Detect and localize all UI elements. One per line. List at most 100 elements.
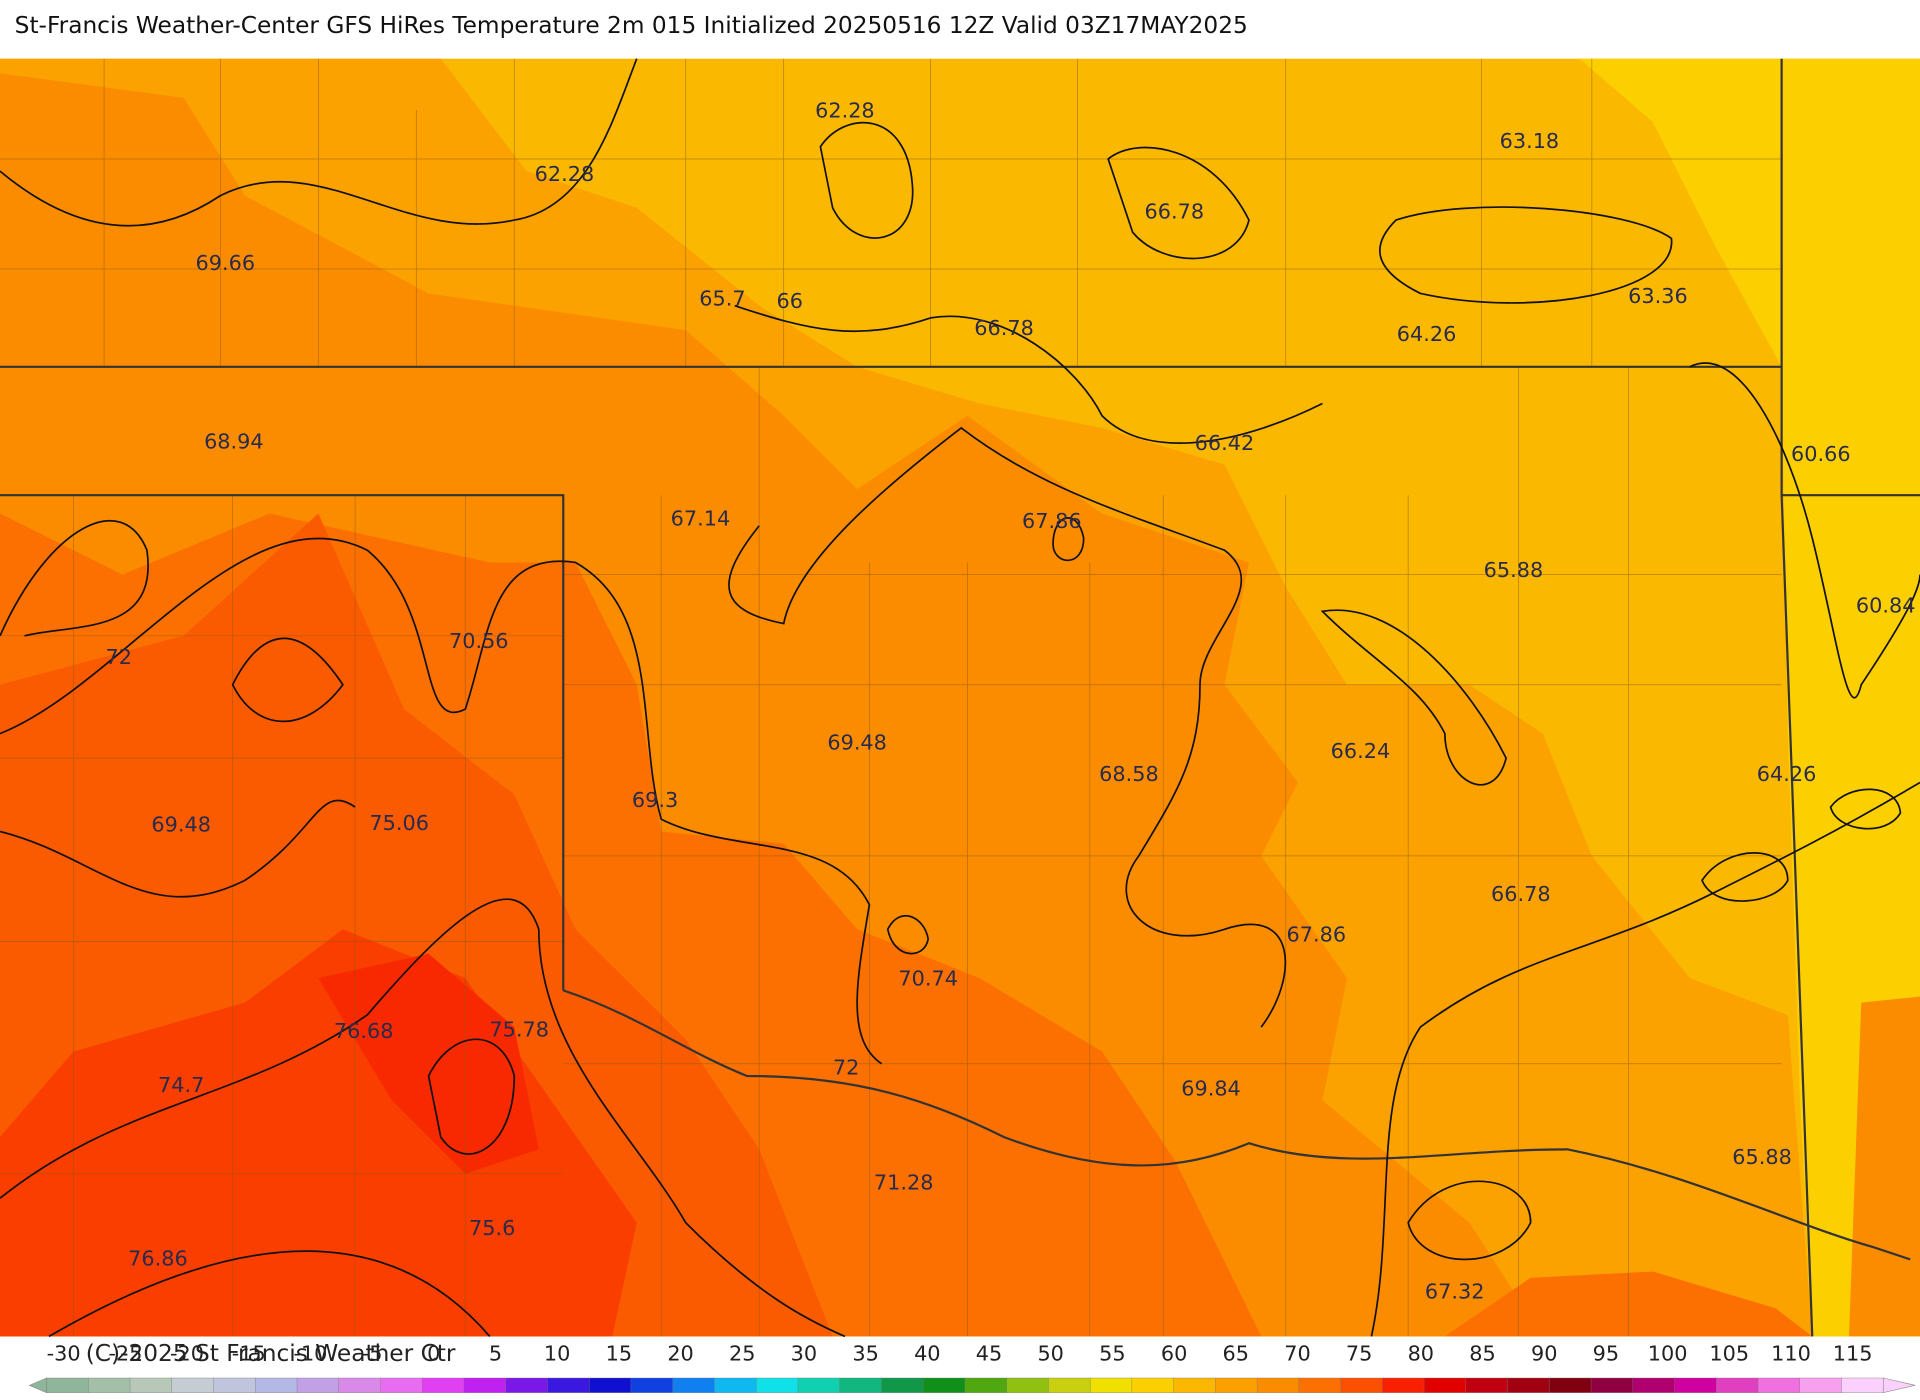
isotherm-label: 65.7 [699, 287, 745, 311]
isotherm-label: 66.42 [1195, 431, 1255, 455]
colorbar-cell [1549, 1377, 1592, 1393]
colorbar-cell [1256, 1377, 1300, 1393]
colorbar-cell [839, 1377, 882, 1393]
copyright: (C)-2025 St Francis Weather Ctr [86, 1340, 456, 1367]
isotherm-label: 65.88 [1732, 1145, 1792, 1169]
colorbar-tick-label: 80 [1408, 1342, 1434, 1366]
isotherm-label: 76.86 [128, 1246, 188, 1270]
colorbar-tick-label: 0 [427, 1342, 440, 1366]
colorbar-cell [88, 1377, 131, 1393]
colorbar-tick-label: 105 [1709, 1342, 1749, 1366]
colorbar-tick-label: -20 [170, 1342, 204, 1366]
isotherm-label: 67.32 [1425, 1279, 1485, 1303]
colorbar-cell [1757, 1377, 1801, 1393]
isotherm-label: 69.3 [632, 788, 678, 812]
isotherm-labels: 62.28 62.28 63.18 66.78 69.66 65.7 66 66.78 64.2… [106, 98, 1916, 1303]
colorbar-cell [964, 1377, 1008, 1393]
colorbar-tick-label: 90 [1531, 1342, 1557, 1366]
colorbar-end [28, 1377, 47, 1394]
isotherm-label: 68.94 [204, 430, 264, 454]
colorbar-tick-label: 50 [1037, 1342, 1063, 1366]
isotherm-label: 72 [106, 645, 132, 669]
colorbar-cell [1048, 1377, 1091, 1393]
colorbar-cell [505, 1377, 549, 1393]
colorbar-tick-label: 60 [1161, 1342, 1187, 1366]
colorbar-tick-label: 20 [667, 1342, 693, 1366]
colorbar-tick-label: -5 [362, 1342, 383, 1366]
colorbar-tick-label: 70 [1284, 1342, 1310, 1366]
colorbar-cell [1173, 1377, 1216, 1393]
colorbar-cell [1006, 1377, 1049, 1393]
state-borders [0, 58, 1920, 1337]
colorbar-tick-label: -10 [293, 1342, 327, 1366]
colorbar-cell [255, 1377, 298, 1393]
colorbar-tick-label: -30 [47, 1342, 81, 1366]
isotherm-label: 76.68 [334, 1019, 394, 1043]
colorbar-tick-label: 110 [1771, 1342, 1811, 1366]
isotherm-label: 66.78 [1491, 882, 1551, 906]
colorbar-cell [129, 1377, 173, 1393]
colorbar-tick-label: 115 [1833, 1342, 1873, 1366]
isotherm-label: 75.6 [469, 1216, 515, 1240]
colorbar-cell [422, 1377, 465, 1393]
isotherm-label: 62.28 [535, 162, 595, 186]
isotherm-label: 69.48 [827, 730, 887, 754]
isotherm-label: 66.24 [1331, 739, 1391, 763]
colorbar: -30 -25 -20 -15 -10 -5 0 5 10 15 20 25 30 35 40 45 50 55 6… [28, 1342, 1916, 1394]
colorbar-cell [1465, 1377, 1509, 1393]
colorbar-cell [589, 1377, 632, 1393]
isotherm-label: 75.78 [489, 1018, 549, 1042]
colorbar-cell [797, 1377, 841, 1393]
isotherm-label: 75.06 [369, 811, 429, 835]
colorbar-tick-label: 35 [852, 1342, 878, 1366]
colorbar-cell [547, 1377, 590, 1393]
isotherm-label: 66 [777, 289, 803, 313]
colorbar-end [1882, 1377, 1916, 1394]
colorbar-tick-label: 65 [1223, 1342, 1249, 1366]
colorbar-cell [881, 1377, 924, 1393]
isotherm-label: 70.56 [449, 629, 509, 653]
isotherm-label: 65.88 [1484, 558, 1544, 582]
county-lines [0, 58, 1782, 1337]
colorbar-cell [296, 1377, 340, 1393]
isotherm-label: 69.84 [1181, 1076, 1241, 1100]
colorbar-tick-label: -25 [108, 1342, 142, 1366]
colorbar-cell [672, 1377, 715, 1393]
colorbar-cell [338, 1377, 382, 1393]
isotherm-label: 68.58 [1099, 762, 1159, 786]
colorbar-cell [1131, 1377, 1175, 1393]
colorbar-cell [922, 1377, 966, 1393]
colorbar-cell [714, 1377, 757, 1393]
colorbar-tick-label: 95 [1593, 1342, 1619, 1366]
colorbar-cell [1716, 1377, 1759, 1393]
colorbar-tick-label: 45 [976, 1342, 1002, 1366]
isotherm-label: 60.84 [1856, 593, 1916, 617]
colorbar-cell [1215, 1377, 1258, 1393]
isotherm-label: 69.48 [151, 812, 211, 836]
isotherm-label: 64.26 [1757, 762, 1817, 786]
colorbar-cell [380, 1377, 423, 1393]
isotherm-label: 64.26 [1397, 322, 1457, 346]
temperature-field [0, 58, 1920, 1337]
map-title: St-Francis Weather-Center GFS HiRes Temp… [15, 12, 1248, 39]
colorbar-tick-label: 5 [489, 1342, 502, 1366]
isotherm-label: 67.14 [671, 507, 731, 531]
colorbar-tick-label: 55 [1099, 1342, 1125, 1366]
isotherms [0, 58, 1920, 1338]
colorbar-cell [463, 1377, 507, 1393]
colorbar-cell [1590, 1377, 1634, 1393]
isotherm-label: 74.7 [158, 1073, 204, 1097]
isotherm-label: 62.28 [815, 98, 875, 122]
isotherm-label: 60.66 [1791, 442, 1851, 466]
colorbar-cell [630, 1377, 674, 1393]
isotherm-label: 72 [833, 1056, 859, 1080]
colorbar-cell [1089, 1377, 1133, 1393]
colorbar-cell [1340, 1377, 1383, 1393]
isotherm-label: 67.86 [1287, 922, 1347, 946]
colorbar-cell [1799, 1377, 1843, 1393]
colorbar-cell [46, 1377, 89, 1393]
colorbar-cell [1298, 1377, 1342, 1393]
colorbar-cell [1382, 1377, 1425, 1393]
isotherm-label: 69.66 [196, 251, 256, 275]
